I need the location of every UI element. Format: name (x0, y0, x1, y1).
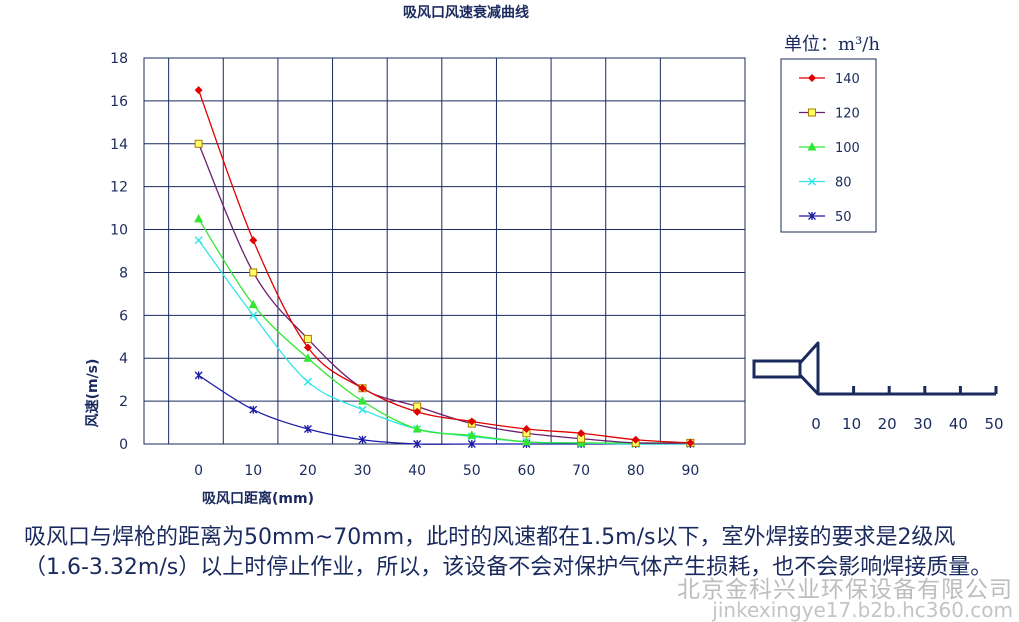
y-axis-label: 风速(m/s) (84, 359, 101, 428)
x-tick-label: 0 (194, 463, 203, 479)
nozzle-pipe (752, 359, 802, 379)
legend-marker-100 (807, 142, 817, 151)
plot-area (143, 57, 746, 445)
y-tick-label: 2 (119, 394, 128, 410)
data-point-140 (358, 384, 367, 393)
data-point-140 (249, 236, 258, 245)
data-point-50 (358, 435, 367, 444)
data-point-80 (249, 311, 258, 320)
data-point-140 (631, 435, 640, 444)
scale-tick-label: 30 (913, 415, 932, 433)
y-tick-label: 8 (119, 265, 128, 281)
data-point-80 (358, 405, 367, 414)
nozzle-mouth (798, 341, 820, 396)
chart-title: 吸风口风速衰减曲线 (403, 4, 529, 21)
data-point-50 (194, 371, 203, 380)
data-point-100 (467, 430, 477, 439)
series-lines (194, 86, 695, 449)
x-tick-label: 90 (681, 463, 699, 479)
legend-label-120: 120 (835, 107, 860, 122)
y-tick-labels: 0 2 4 6 8 10 12 14 16 18 (110, 51, 128, 453)
data-point-100 (358, 396, 368, 405)
decay-chart: 吸风口风速衰减曲线 0 2 4 6 8 10 12 14 16 18 0 10 20 30 40 50 60 7… (84, 4, 1004, 507)
data-point-80 (303, 377, 312, 386)
data-point-100 (521, 436, 531, 446)
data-point-140 (577, 429, 586, 438)
scale-tick-label: 10 (842, 415, 861, 433)
data-point-120 (194, 139, 203, 148)
y-tick-label: 0 (119, 437, 128, 453)
data-point-140 (194, 86, 203, 95)
data-point-100 (303, 353, 313, 362)
data-point-50 (249, 405, 258, 414)
watermark-company: 北京金科兴业环保设备有限公司 (677, 577, 1013, 603)
legend-marker-50 (808, 212, 816, 220)
legend-label-140: 140 (835, 72, 860, 87)
legend-unit-label: 单位：m³/h (784, 34, 880, 55)
data-point-100 (412, 423, 422, 433)
x-tick-label: 30 (354, 463, 372, 479)
legend-marker-120 (808, 108, 816, 117)
scale-tick-label: 50 (984, 415, 1003, 433)
data-point-80 (194, 236, 203, 245)
data-point-100 (194, 213, 204, 223)
scale-tick-label: 0 (811, 415, 821, 433)
y-tick-label: 16 (110, 94, 128, 110)
x-tick-label: 10 (244, 463, 262, 479)
legend-label-80: 80 (835, 176, 852, 191)
data-point-140 (467, 417, 476, 426)
series-140 (194, 86, 695, 447)
legend-marker-80 (807, 177, 817, 186)
nozzle-diagram: 0 10 20 30 40 50 (752, 341, 1004, 433)
legend-label-50: 50 (835, 210, 852, 225)
data-point-50 (467, 440, 476, 448)
data-point-140 (522, 424, 531, 433)
x-axis-label: 吸风口距离(mm) (202, 490, 314, 507)
x-tick-label: 70 (572, 463, 590, 479)
x-tick-label: 50 (463, 463, 481, 479)
y-tick-label: 14 (110, 137, 128, 153)
watermark-url: jinkexingye17.b2b.hc360.com (712, 598, 1013, 622)
x-tick-label: 80 (627, 463, 645, 479)
scale-tick-label: 20 (878, 415, 897, 433)
x-tick-label: 60 (518, 463, 536, 479)
y-tick-label: 18 (110, 51, 128, 67)
x-tick-label: 40 (408, 463, 426, 479)
data-point-50 (413, 440, 422, 448)
series-line-100 (198, 218, 691, 444)
description-text: 吸风口与焊枪的距离为50mm~70mm，此时的风速都在1.5m/s以下，室外焊接… (24, 525, 993, 580)
legend-marker-140 (808, 74, 816, 82)
y-tick-label: 6 (119, 308, 128, 324)
data-point-50 (303, 424, 312, 433)
data-point-140 (303, 343, 312, 352)
data-point-120 (249, 268, 258, 277)
y-tick-label: 12 (110, 180, 128, 196)
data-point-140 (686, 438, 695, 447)
x-tick-label: 20 (299, 463, 317, 479)
y-tick-label: 10 (110, 223, 128, 239)
legend-label-100: 100 (835, 141, 860, 156)
data-point-140 (413, 407, 422, 416)
legend-box (780, 58, 877, 233)
scale-tick-label: 40 (949, 415, 968, 433)
distance-scale-ticks: 0 10 20 30 40 50 (811, 386, 1004, 433)
y-tick-label: 4 (119, 351, 128, 367)
x-tick-labels: 0 10 20 30 40 50 60 70 80 90 (194, 463, 699, 479)
legend: 140 120 100 80 50 (799, 72, 860, 225)
plot-grid (143, 57, 746, 445)
data-point-100 (248, 299, 258, 309)
data-point-120 (303, 334, 312, 343)
